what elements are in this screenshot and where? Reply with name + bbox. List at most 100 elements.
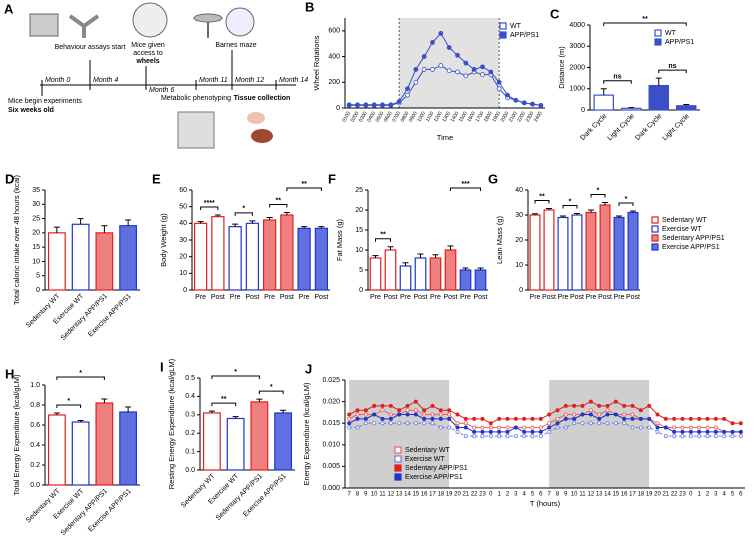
sig-bracket (450, 187, 481, 191)
bar (621, 107, 642, 111)
y-tick-label: 40 (515, 187, 523, 194)
x-tick-label: Pre (558, 294, 569, 301)
data-point (505, 429, 510, 434)
event-label: Mice given (131, 42, 165, 49)
data-point (563, 416, 568, 421)
error-bar (53, 226, 60, 233)
x-tick-label: Pre (370, 294, 381, 301)
y-axis-title: Distance (m) (557, 46, 566, 89)
bar (314, 227, 329, 291)
error-bar (77, 420, 84, 422)
y-axis-title: Total caloric intake over 48 hours (kcal… (12, 174, 21, 305)
bar (119, 411, 138, 486)
data-point (422, 408, 427, 413)
data-point (722, 434, 727, 439)
y-tick-label: 15 (32, 244, 40, 251)
data-point (513, 416, 518, 421)
data-point (530, 416, 535, 421)
data-point (530, 425, 535, 430)
sig-bracket (658, 69, 687, 74)
x-tick-label: Post (280, 294, 294, 301)
data-point (680, 425, 685, 430)
x-tick-label: 0700 (391, 110, 402, 123)
data-point (738, 434, 743, 439)
sig-bracket (200, 206, 219, 210)
x-tick-label: 0400 (366, 110, 377, 123)
data-point (605, 412, 610, 417)
data-point (672, 416, 677, 421)
x-tick-label: 13 (596, 492, 603, 498)
x-tick-label: Sedentary APP/PS1 (60, 488, 109, 537)
legend-swatch (651, 243, 659, 251)
y-tick-label: 0.020 (322, 398, 340, 405)
sig-label: ns (613, 74, 621, 81)
data-point (555, 408, 560, 413)
data-point (480, 429, 485, 434)
data-point (730, 434, 735, 439)
legend-label: Sedentary APP/PS1 (405, 465, 468, 472)
error-bar (402, 262, 409, 266)
data-point (388, 102, 394, 108)
y-tick-label: 10 (32, 258, 40, 265)
data-point (371, 102, 377, 108)
y-tick-label: 60 (179, 187, 187, 194)
error-bar (387, 246, 394, 250)
data-point (547, 425, 552, 430)
data-point (413, 79, 419, 85)
data-point (471, 67, 477, 72)
x-tick-label: 8 (356, 492, 360, 498)
y-tick-label: 0 (183, 287, 187, 294)
data-point (697, 434, 702, 439)
bar (648, 84, 669, 111)
data-point (530, 434, 535, 439)
data-point (455, 421, 460, 426)
data-point (355, 416, 360, 421)
bar (529, 214, 541, 291)
sig-bracket (211, 375, 260, 379)
y-tick-label: 5 (36, 273, 40, 280)
data-point (547, 412, 552, 417)
panel-label: A (4, 1, 14, 16)
y-tick-label: 0.2 (30, 462, 40, 469)
data-point (513, 425, 518, 430)
data-point (655, 421, 660, 426)
data-point (472, 434, 477, 439)
x-tick-label: Post (626, 294, 640, 301)
data-point (655, 429, 660, 434)
x-tick-label: Pre (195, 294, 206, 301)
data-point (630, 416, 635, 421)
data-point (438, 425, 443, 430)
x-tick-label: 20 (654, 492, 661, 498)
x-tick-label: Pre (400, 294, 411, 301)
y-tick-label: 3000 (569, 43, 585, 50)
data-point (505, 416, 510, 421)
wheel-icon (132, 2, 168, 38)
y-tick-label: 0 (581, 107, 585, 114)
x-tick-label: 21 (662, 492, 669, 498)
data-point (688, 425, 693, 430)
bar (211, 216, 225, 291)
data-point (496, 79, 502, 85)
x-tick-label: Post (211, 294, 225, 301)
x-tick-label: 10 (371, 492, 378, 498)
x-tick-label: Post (598, 294, 612, 301)
error-bar (462, 267, 469, 270)
data-point (688, 416, 693, 421)
y-tick-label: 25 (32, 215, 40, 222)
x-tick-label: 1600 (466, 110, 477, 123)
x-tick-label: 2300 (525, 110, 536, 123)
bar (369, 257, 382, 291)
data-point (446, 45, 452, 50)
data-point (597, 416, 602, 421)
y-tick-label: 35 (32, 187, 40, 194)
x-tick-label: Pre (230, 294, 241, 301)
data-point (355, 412, 360, 417)
y-tick-label: 0.3 (185, 412, 195, 419)
data-point (488, 69, 494, 75)
x-tick-label: 6 (539, 492, 543, 498)
data-point (355, 408, 360, 413)
x-tick-label: Post (245, 294, 259, 301)
sig-label: ** (539, 193, 545, 200)
x-tick-label: Pre (530, 294, 541, 301)
x-tick-label: 5 (731, 492, 735, 498)
